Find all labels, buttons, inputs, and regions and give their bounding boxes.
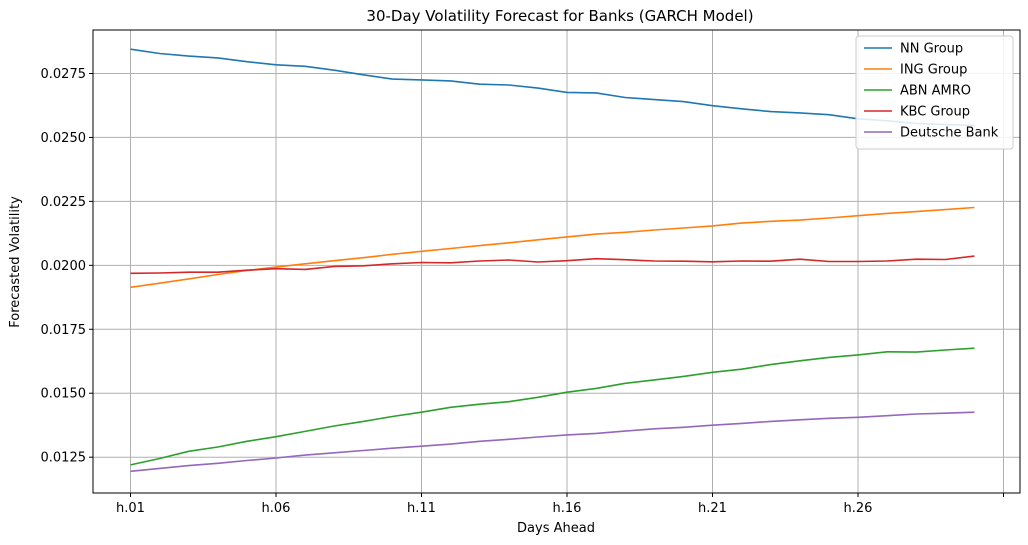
legend-label: KBC Group	[900, 105, 970, 120]
legend-box	[855, 35, 1014, 150]
chart-title: 30-Day Volatility Forecast for Banks (GA…	[366, 7, 753, 25]
y-tick-label: 0.0200	[41, 259, 87, 274]
y-tick-label: 0.0125	[41, 451, 87, 466]
y-tick-label: 0.0275	[41, 67, 87, 82]
series-line-abn-amro	[130, 347, 975, 466]
series-line-nn-group	[130, 48, 975, 127]
legend-label: ABN AMRO	[900, 84, 971, 99]
x-axis: h.01 h.06 h.11 h.16 h.21 h.26	[116, 493, 1004, 516]
y-tick-label: 0.0225	[41, 195, 87, 210]
legend-label: ING Group	[900, 63, 967, 78]
x-tick-label: h.21	[698, 501, 727, 516]
y-axis-title: Forecasted Volatility	[8, 196, 23, 328]
series-line-deutsche-bank	[130, 411, 975, 473]
legend-label: NN Group	[900, 42, 963, 57]
x-tick-label: h.11	[407, 501, 436, 516]
series-line-kbc-group	[130, 255, 975, 275]
series-lines	[130, 48, 975, 473]
y-tick-label: 0.0250	[41, 131, 87, 146]
y-tick-label: 0.0175	[41, 323, 87, 338]
legend-label: Deutsche Bank	[900, 126, 999, 141]
x-tick-label: h.01	[116, 501, 145, 516]
x-tick-label: h.26	[844, 501, 873, 516]
grid	[93, 30, 1020, 493]
x-axis-title: Days Ahead	[517, 521, 595, 536]
x-tick-label: h.06	[262, 501, 291, 516]
legend: NN Group ING Group ABN AMRO KBC Group Deutsc…	[855, 35, 1014, 150]
y-tick-label: 0.0150	[41, 387, 87, 402]
x-tick-label: h.16	[553, 501, 582, 516]
series-line-ing-group	[130, 206, 975, 289]
y-axis: 0.0125 0.0150 0.0175 0.0200 0.0225 0.0250 0.02…	[41, 67, 93, 466]
plot-frame	[92, 29, 1021, 494]
